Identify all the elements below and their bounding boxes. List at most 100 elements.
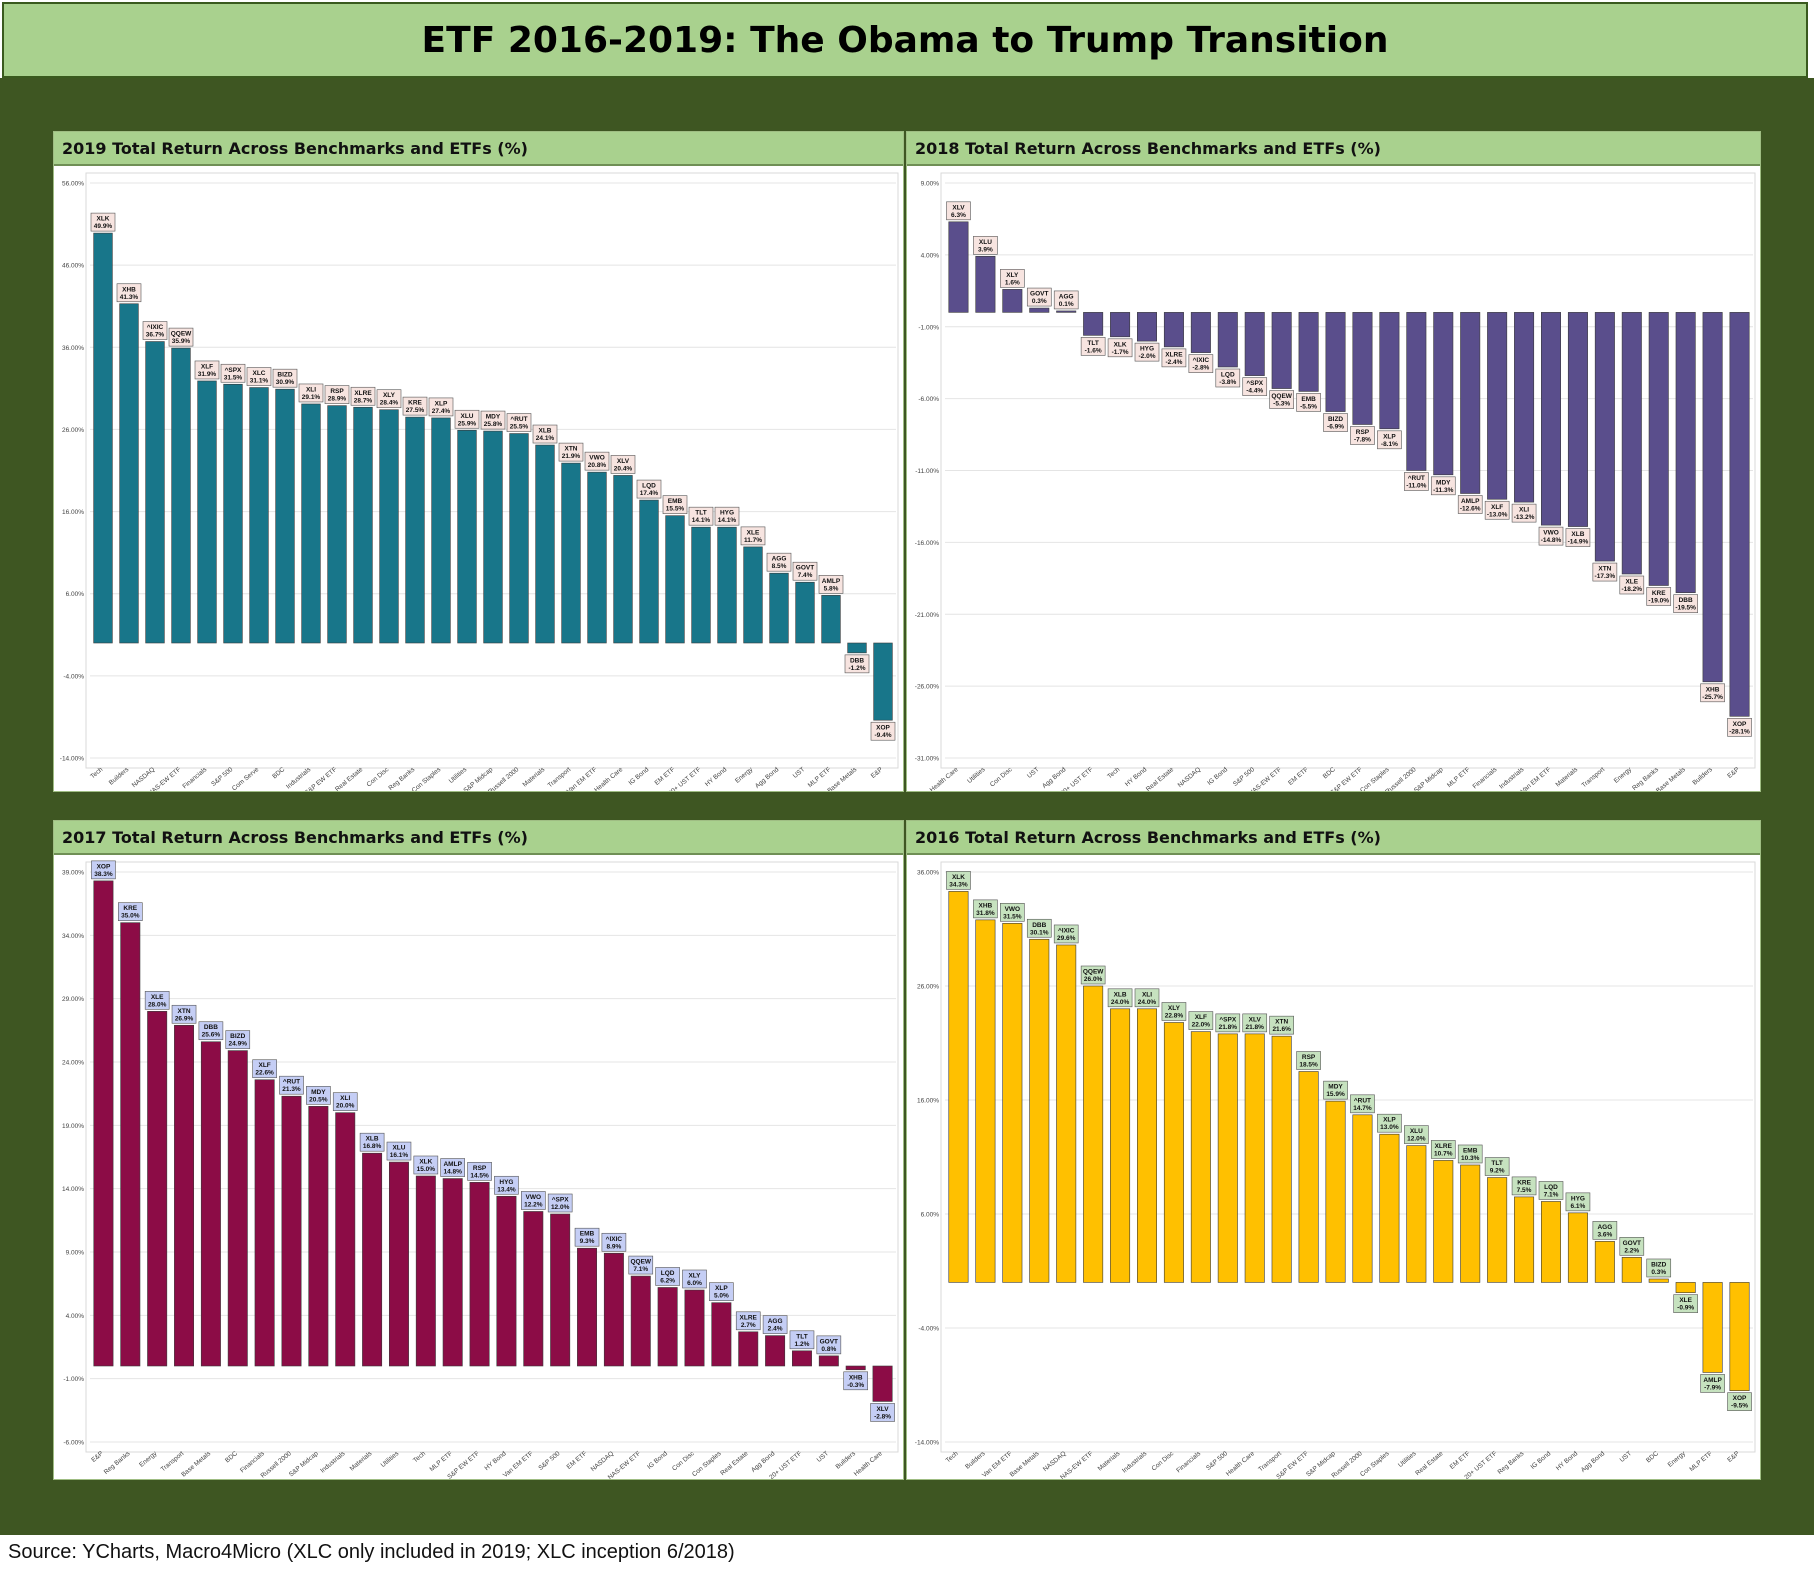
data-label-box <box>1134 988 1160 1008</box>
bar <box>795 581 815 644</box>
chart-panel-2017: 2017 Total Return Across Benchmarks and … <box>53 820 904 1480</box>
ticker-label: XLE <box>1679 1297 1692 1304</box>
data-label-box <box>1700 683 1725 703</box>
ticker-label: XLB <box>1114 991 1127 998</box>
data-label-box <box>1430 1140 1456 1159</box>
data-label: ^IXIC-2.8% <box>1188 354 1214 373</box>
bar <box>1298 1071 1319 1283</box>
bar <box>577 1247 598 1367</box>
x-tick-label: EM ETF <box>1449 1450 1472 1471</box>
bar <box>1594 312 1615 562</box>
chart-panel-2018: 2018 Total Return Across Benchmarks and … <box>906 131 1761 792</box>
data-label-box <box>171 1004 197 1024</box>
bar <box>1217 312 1238 368</box>
bar <box>120 922 141 1367</box>
data-label-box <box>1538 526 1564 546</box>
ticker-label: MDY <box>311 1089 326 1096</box>
data-label-box <box>91 860 116 880</box>
x-tick-label: MLP ETF <box>807 766 832 789</box>
ticker-label: XLV <box>952 204 965 211</box>
bar <box>665 515 685 644</box>
value-label: 12.0% <box>1407 1136 1426 1143</box>
bar <box>1137 312 1157 342</box>
bar <box>691 526 711 644</box>
y-tick-label: -6.00% <box>63 1440 84 1447</box>
value-label: 14.8% <box>443 1169 462 1176</box>
value-label: 12.0% <box>551 1204 570 1211</box>
x-tick-label: Energy <box>734 766 755 785</box>
dashboard-frame: 2019 Total Return Across Benchmarks and … <box>0 78 1814 1535</box>
value-label: 26.9% <box>175 1015 194 1022</box>
bar <box>769 572 789 644</box>
data-label-box <box>1592 1221 1618 1240</box>
x-tick-label: Builders <box>964 1450 987 1471</box>
bar <box>630 1275 651 1367</box>
x-tick-label: Con Staples <box>1359 1450 1391 1479</box>
data-label-box <box>1727 718 1752 737</box>
ticker-label: HYG <box>1140 346 1154 353</box>
data-label-box <box>1700 1374 1725 1393</box>
data-label: VWO-14.8% <box>1538 526 1564 546</box>
x-tick-label: Builders <box>834 1450 857 1471</box>
ticker-label: ^SPX <box>1246 379 1263 387</box>
x-tick-label: IG Bond <box>1206 766 1229 787</box>
ticker-label: XLI <box>1519 507 1529 514</box>
x-tick-label: Transport <box>547 766 573 789</box>
data-label: XLB-14.9% <box>1565 528 1591 547</box>
data-label-box <box>816 1335 842 1355</box>
data-label-box <box>252 1059 277 1079</box>
data-label-box <box>1619 575 1645 595</box>
ticker-label: ^SPX <box>552 1196 569 1204</box>
y-tick-label: -4.00% <box>918 1326 939 1333</box>
y-tick-label: -11.00% <box>915 468 939 475</box>
ticker-label: XLY <box>688 1273 701 1280</box>
chart-panel-2019: 2019 Total Return Across Benchmarks and … <box>53 131 904 792</box>
data-label-box <box>279 1075 304 1095</box>
data-label-box <box>1026 287 1052 307</box>
bar <box>227 1050 248 1367</box>
data-label-box <box>359 1132 385 1152</box>
value-label: 3.9% <box>978 246 993 253</box>
value-label: 0.8% <box>821 1346 836 1353</box>
data-label: XLP-8.1% <box>1377 430 1402 450</box>
ticker-label: XLK <box>952 874 965 881</box>
bar <box>197 380 217 644</box>
bar <box>1352 1114 1373 1283</box>
bar <box>1675 312 1696 593</box>
x-tick-label: Agg Bond <box>1041 766 1068 790</box>
value-label: 49.9% <box>94 223 113 230</box>
value-label: -19.0% <box>1648 598 1669 605</box>
ticker-label: KRE <box>1517 1179 1531 1186</box>
data-label: DBB-1.2% <box>844 654 870 674</box>
value-label: 6.3% <box>951 212 966 219</box>
bar <box>1460 312 1481 494</box>
bar <box>738 1331 759 1367</box>
value-label: -7.8% <box>1354 437 1371 444</box>
ticker-label: VWO <box>1543 530 1559 537</box>
x-tick-label: NASDAQ <box>590 1450 616 1473</box>
ticker-label: GOVT <box>1030 291 1048 298</box>
value-label: 29.1% <box>302 394 321 401</box>
data-label-box <box>1673 1294 1698 1313</box>
bar <box>1675 1282 1696 1293</box>
y-tick-label: -1.00% <box>63 1376 84 1383</box>
data-label-box <box>1430 476 1456 496</box>
value-label: 10.3% <box>1461 1155 1480 1162</box>
ticker-label: ^RUT <box>1354 1096 1371 1104</box>
ticker-label: XLP <box>1383 1117 1396 1124</box>
